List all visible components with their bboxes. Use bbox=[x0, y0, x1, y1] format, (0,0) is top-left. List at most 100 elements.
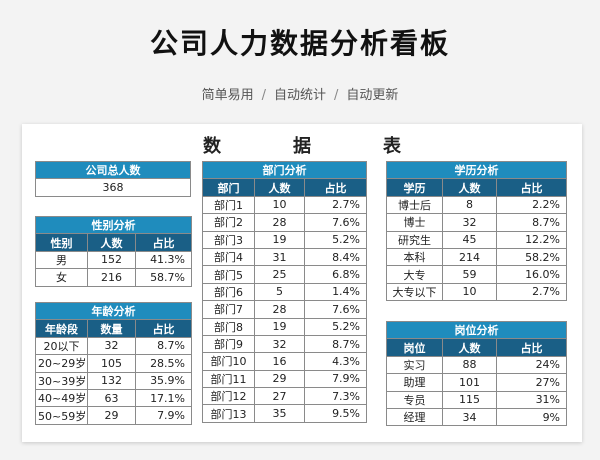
row-label: 实习 bbox=[386, 355, 443, 375]
row-percent: 58.7% bbox=[134, 268, 193, 287]
table-row: 实习 88 24% bbox=[386, 355, 568, 375]
row-percent: 1.4% bbox=[303, 282, 368, 302]
age-column-header: 年龄段 bbox=[35, 319, 88, 338]
row-count: 19 bbox=[254, 317, 305, 336]
row-count: 88 bbox=[442, 355, 497, 375]
row-count: 32 bbox=[254, 334, 305, 354]
gender-column-header: 性别 bbox=[35, 233, 88, 252]
row-percent: 2.2% bbox=[495, 195, 568, 215]
row-count: 25 bbox=[254, 265, 305, 284]
sheet-title-char: 表 bbox=[383, 136, 401, 157]
row-label: 部门10 bbox=[202, 352, 255, 371]
row-percent: 16.0% bbox=[495, 265, 568, 284]
table-row: 部门13 35 9.5% bbox=[202, 404, 368, 423]
row-count: 16 bbox=[254, 352, 305, 371]
table-row: 部门12 27 7.3% bbox=[202, 387, 368, 406]
row-percent: 7.9% bbox=[134, 406, 193, 425]
row-label: 经理 bbox=[386, 407, 443, 427]
table-row: 专员 115 31% bbox=[386, 390, 568, 409]
row-count: 115 bbox=[442, 390, 497, 409]
gender-table-title: 性别分析 bbox=[34, 215, 193, 235]
row-label: 大专以下 bbox=[386, 282, 443, 302]
post-column-header: 岗位 bbox=[386, 338, 443, 357]
row-percent: 24% bbox=[495, 355, 568, 375]
table-row: 20以下 32 8.7% bbox=[35, 336, 193, 356]
age-column-header: 数量 bbox=[87, 319, 136, 338]
table-row: 男 152 41.3% bbox=[35, 250, 193, 270]
row-count: 5 bbox=[254, 282, 305, 302]
row-count: 63 bbox=[87, 388, 136, 408]
table-row: 部门5 25 6.8% bbox=[202, 265, 368, 284]
table-row: 20~29岁 105 28.5% bbox=[35, 354, 193, 373]
table-row: 部门7 28 7.6% bbox=[202, 300, 368, 319]
row-label: 助理 bbox=[386, 373, 443, 392]
row-label: 大专 bbox=[386, 265, 443, 284]
subtitle-item: 简单易用 bbox=[201, 88, 254, 103]
row-count: 10 bbox=[254, 195, 305, 215]
row-percent: 35.9% bbox=[134, 371, 193, 390]
row-count: 45 bbox=[442, 230, 497, 249]
row-count: 10 bbox=[442, 282, 497, 302]
row-label: 男 bbox=[35, 250, 88, 270]
row-count: 29 bbox=[254, 369, 305, 389]
table-row: 40~49岁 63 17.1% bbox=[35, 388, 193, 408]
row-label: 50~59岁 bbox=[35, 406, 88, 425]
edu-column-header: 占比 bbox=[495, 178, 568, 197]
row-label: 博士后 bbox=[386, 195, 443, 215]
row-label: 部门5 bbox=[202, 265, 255, 284]
row-label: 女 bbox=[35, 268, 88, 287]
row-label: 部门7 bbox=[202, 300, 255, 319]
table-row: 女 216 58.7% bbox=[35, 268, 193, 287]
row-label: 部门2 bbox=[202, 213, 255, 232]
total-table: 公司总人数 368 bbox=[35, 160, 191, 197]
table-row: 部门1 10 2.7% bbox=[202, 195, 368, 215]
row-label: 40~49岁 bbox=[35, 388, 88, 408]
gender-column-header: 人数 bbox=[87, 233, 136, 252]
table-row: 博士后 8 2.2% bbox=[386, 195, 568, 215]
row-percent: 8.7% bbox=[134, 336, 193, 356]
row-percent: 7.3% bbox=[303, 387, 368, 406]
row-label: 专员 bbox=[386, 390, 443, 409]
row-percent: 8.7% bbox=[495, 213, 568, 232]
row-percent: 4.3% bbox=[303, 352, 368, 371]
row-label: 20~29岁 bbox=[35, 354, 88, 373]
subtitle-separator: / bbox=[334, 88, 339, 103]
table-row: 部门10 16 4.3% bbox=[202, 352, 368, 371]
row-label: 部门9 bbox=[202, 334, 255, 354]
row-count: 28 bbox=[254, 300, 305, 319]
gender-table: 性别分析 性别 人数 占比男 152 41.3% 女 216 58.7% bbox=[34, 215, 193, 287]
edu-column-header: 学历 bbox=[386, 178, 443, 197]
row-label: 部门8 bbox=[202, 317, 255, 336]
table-row: 助理 101 27% bbox=[386, 373, 568, 392]
row-count: 35 bbox=[254, 404, 305, 423]
row-percent: 17.1% bbox=[134, 388, 193, 408]
row-percent: 7.9% bbox=[303, 369, 368, 389]
table-row: 大专 59 16.0% bbox=[386, 265, 568, 284]
dept-table-title: 部门分析 bbox=[201, 160, 368, 180]
row-count: 34 bbox=[442, 407, 497, 427]
table-row: 50~59岁 29 7.9% bbox=[35, 406, 193, 425]
table-row: 本科 214 58.2% bbox=[386, 247, 568, 267]
row-label: 部门13 bbox=[202, 404, 255, 423]
sheet-title: 数据表 bbox=[22, 132, 582, 158]
row-label: 30~39岁 bbox=[35, 371, 88, 390]
subtitle-item: 自动统计 bbox=[273, 88, 326, 103]
edu-table: 学历分析 学历 人数 占比 博士后 8 2.2% 博士 32 8.7% 研究生 45 12.2% 本科 21… bbox=[385, 160, 568, 302]
table-row: 部门4 31 8.4% bbox=[202, 247, 368, 267]
table-row: 部门6 5 1.4% bbox=[202, 282, 368, 302]
row-percent: 8.4% bbox=[303, 247, 368, 267]
row-label: 20以下 bbox=[35, 336, 88, 356]
dept-column-header: 部门 bbox=[202, 178, 255, 197]
total-value: 368 bbox=[35, 178, 191, 197]
row-count: 152 bbox=[87, 250, 136, 270]
edu-table-title: 学历分析 bbox=[385, 160, 568, 180]
subtitle-separator: / bbox=[261, 88, 266, 103]
row-percent: 8.7% bbox=[303, 334, 368, 354]
row-percent: 58.2% bbox=[495, 247, 568, 267]
data-sheet: 数据表 公司总人数 368 性别分析 性别 人数 占比男 152 41.3% 女 216 58.… bbox=[22, 124, 582, 442]
row-count: 101 bbox=[442, 373, 497, 392]
row-percent: 9% bbox=[495, 407, 568, 427]
row-count: 32 bbox=[87, 336, 136, 356]
row-label: 部门12 bbox=[202, 387, 255, 406]
row-label: 博士 bbox=[386, 213, 443, 232]
